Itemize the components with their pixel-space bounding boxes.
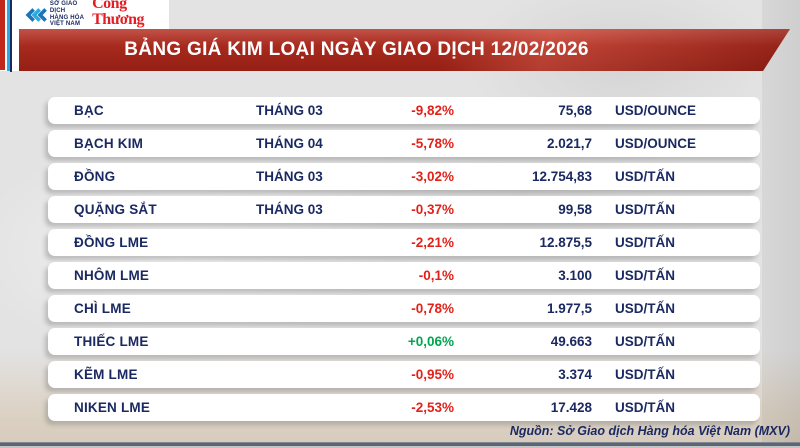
unit-label: USD/TẤN: [615, 400, 675, 415]
unit-label: USD/TẤN: [615, 367, 675, 382]
unit-label: USD/TẤN: [615, 169, 675, 184]
mxv-logo-line: HÀNG HÓA: [49, 14, 85, 21]
change-percent: -2,21%: [411, 235, 454, 250]
mxv-logo-text: SỞ GIAO DỊCH HÀNG HÓA VIỆT NAM: [50, 1, 88, 29]
price-value: 1.977,5: [546, 301, 592, 316]
table-row: QUẶNG SẮT THÁNG 03 -0,37% 99,58 USD/TẤN: [48, 196, 760, 223]
price-value: 49.663: [550, 334, 592, 349]
unit-label: USD/OUNCE: [615, 103, 697, 118]
price-value: 2.021,7: [546, 136, 592, 151]
mxv-logo: SỞ GIAO DỊCH HÀNG HÓA VIỆT NAM: [23, 1, 88, 29]
contract-month: THÁNG 03: [256, 202, 323, 217]
logo-strip: SỞ GIAO DỊCH HÀNG HÓA VIỆT NAM Công Thươ…: [19, 0, 169, 33]
edge-stripe-red: [0, 0, 5, 70]
contract-month: THÁNG 04: [256, 136, 323, 151]
mxv-logo-line: SỞ GIAO DỊCH: [49, 0, 78, 14]
edge-stripe-cyan: [7, 0, 10, 71]
commodity-name: NHÔM LME: [74, 268, 150, 283]
price-value: 99,58: [558, 202, 592, 217]
change-percent: -3,02%: [411, 169, 454, 184]
commodity-name: BẠC: [74, 103, 104, 118]
commodity-name: NIKEN LME: [74, 400, 151, 415]
commodity-name: BẠCH KIM: [74, 136, 144, 151]
table-row: BẠC THÁNG 03 -9,82% 75,68 USD/OUNCE: [48, 97, 760, 124]
price-value: 75,68: [558, 103, 592, 118]
change-percent: -0,1%: [418, 268, 454, 283]
table-row: THIẾC LME +0,06% 49.663 USD/TẤN: [48, 328, 760, 355]
price-value: 17.428: [550, 400, 592, 415]
commodity-name: KẼM LME: [74, 367, 138, 382]
price-table: BẠC THÁNG 03 -9,82% 75,68 USD/OUNCE BẠCH…: [48, 97, 760, 427]
commodity-name: ĐỒNG: [74, 169, 116, 184]
table-row: BẠCH KIM THÁNG 04 -5,78% 2.021,7 USD/OUN…: [48, 130, 760, 157]
mxv-logo-line: VIỆT NAM: [49, 21, 81, 28]
unit-label: USD/TẤN: [615, 268, 675, 283]
change-percent: -0,37%: [411, 202, 454, 217]
contract-month: THÁNG 03: [256, 169, 323, 184]
table-row: NIKEN LME -2,53% 17.428 USD/TẤN: [48, 394, 760, 421]
table-row: ĐỒNG THÁNG 03 -3,02% 12.754,83 USD/TẤN: [48, 163, 760, 190]
bottom-bar: [0, 442, 800, 448]
change-percent: -0,78%: [411, 301, 454, 316]
table-row: CHÌ LME -0,78% 1.977,5 USD/TẤN: [48, 295, 760, 322]
price-value: 12.875,5: [539, 235, 592, 250]
change-percent: -5,78%: [411, 136, 454, 151]
contract-month: THÁNG 03: [256, 103, 323, 118]
change-percent: -9,82%: [411, 103, 454, 118]
table-row: NHÔM LME -0,1% 3.100 USD/TẤN: [48, 262, 760, 289]
price-value: 3.100: [558, 268, 592, 283]
price-value: 12.754,83: [531, 169, 592, 184]
mxv-chevrons-icon: [25, 7, 47, 22]
table-row: ĐỒNG LME -2,21% 12.875,5 USD/TẤN: [48, 229, 760, 256]
change-percent: -2,53%: [411, 400, 454, 415]
change-percent: -0,95%: [411, 367, 454, 382]
page-title: BẢNG GIÁ KIM LOẠI NGÀY GIAO DỊCH 12/02/2…: [124, 39, 589, 60]
commodity-name: CHÌ LME: [74, 301, 131, 316]
table-row: KẼM LME -0,95% 3.374 USD/TẤN: [48, 361, 760, 388]
unit-label: USD/TẤN: [615, 235, 675, 250]
commodity-name: ĐỒNG LME: [74, 235, 149, 250]
price-value: 3.374: [558, 367, 592, 382]
unit-label: USD/TẤN: [615, 202, 675, 217]
cong-thuong-logo: Công Thương: [92, 0, 169, 33]
commodity-name: QUẶNG SẮT: [74, 202, 157, 217]
source-note: Nguồn: Sở Giao dịch Hàng hóa Việt Nam (M…: [509, 424, 790, 438]
unit-label: USD/OUNCE: [615, 136, 697, 151]
change-percent: +0,06%: [407, 334, 454, 349]
commodity-name: THIẾC LME: [74, 334, 149, 349]
cong-thuong-wordmark: Công Thương: [92, 0, 145, 28]
unit-label: USD/TẤN: [615, 334, 675, 349]
title-banner: BẢNG GIÁ KIM LOẠI NGÀY GIAO DỊCH 12/02/2…: [19, 29, 790, 71]
background-right-band: [762, 0, 800, 448]
edge-stripe-navy: [10, 0, 12, 72]
unit-label: USD/TẤN: [615, 301, 675, 316]
